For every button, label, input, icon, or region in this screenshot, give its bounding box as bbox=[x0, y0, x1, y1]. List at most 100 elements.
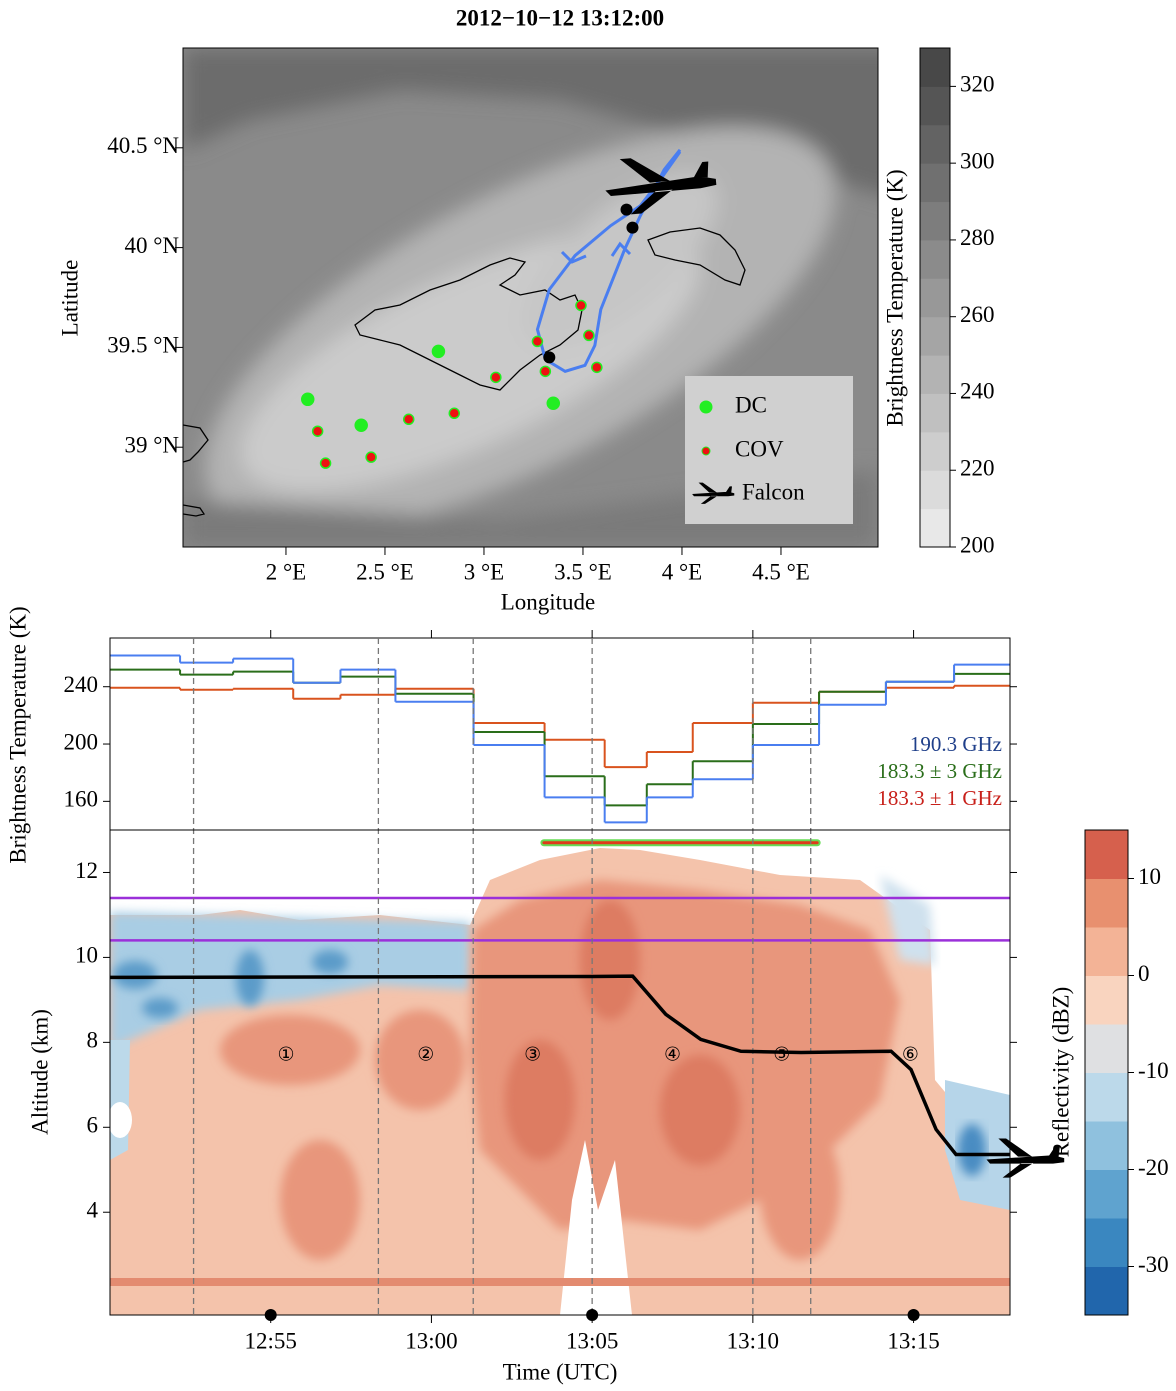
y-tick-label: 6 bbox=[87, 1113, 99, 1138]
colorbar-band bbox=[920, 316, 950, 356]
map-frame bbox=[182, 47, 879, 548]
colorbar-band bbox=[920, 355, 950, 394]
x-tick-label: 3.5 °E bbox=[554, 559, 612, 584]
colorbar-band bbox=[920, 48, 950, 87]
legend-label: Falcon bbox=[742, 479, 805, 504]
station-point bbox=[575, 299, 587, 312]
y-tick-label: 4 bbox=[87, 1198, 99, 1223]
x-tick-label: 4.5 °E bbox=[752, 559, 810, 584]
legend-label: DC bbox=[735, 392, 767, 417]
y-tick-label: 160 bbox=[64, 787, 99, 812]
colorbar-label: Reflectivity (dBZ) bbox=[1048, 987, 1073, 1158]
colorbar-band bbox=[1085, 878, 1128, 928]
position-point bbox=[543, 351, 556, 364]
station-point bbox=[591, 361, 603, 374]
x-tick-label: 2 °E bbox=[266, 559, 307, 584]
flight-track bbox=[535, 148, 682, 373]
colorbar-tick-label: 260 bbox=[960, 302, 995, 327]
y-tick-label: 10 bbox=[75, 943, 98, 968]
legend-label: 190.3 GHz bbox=[910, 732, 1002, 756]
x-tick-label: 13:05 bbox=[566, 1328, 618, 1353]
station-point bbox=[300, 392, 315, 407]
colorbar-band bbox=[920, 163, 950, 203]
position-point bbox=[626, 221, 639, 234]
colorbar-band bbox=[920, 393, 950, 433]
y-axis-label: Altitude (km) bbox=[27, 1009, 52, 1135]
legend-marker bbox=[701, 446, 711, 456]
colorbar-band bbox=[1085, 1072, 1128, 1122]
colorbar-band bbox=[920, 86, 950, 126]
colorbar-band bbox=[920, 508, 950, 548]
colorbar-band bbox=[1085, 830, 1128, 879]
legend-label: COV bbox=[735, 436, 784, 461]
x-tick-label: 13:15 bbox=[887, 1328, 939, 1353]
y-tick-label: 39 °N bbox=[124, 432, 179, 457]
curtain-background bbox=[110, 830, 1010, 1315]
colorbar-frame bbox=[919, 47, 951, 548]
region-label: ⑥ bbox=[902, 1044, 919, 1066]
y-tick-label: 40 °N bbox=[124, 233, 179, 258]
region-label: ② bbox=[417, 1044, 434, 1066]
plot-frame bbox=[109, 637, 1011, 831]
colorbar-tick-label: 320 bbox=[960, 72, 995, 97]
station-point bbox=[583, 329, 595, 342]
x-tick-label: 2.5 °E bbox=[356, 559, 414, 584]
y-tick-label: 8 bbox=[87, 1028, 99, 1053]
x-tick-label: 3 °E bbox=[464, 559, 505, 584]
legend-label: 183.3 ± 3 GHz bbox=[877, 759, 1002, 783]
colorbar-tick-label: 0 bbox=[1138, 961, 1150, 986]
station-point bbox=[402, 413, 415, 426]
colorbar-band bbox=[920, 431, 950, 471]
y-tick-label: 39.5 °N bbox=[107, 333, 179, 358]
map-background bbox=[183, 48, 878, 547]
station-point bbox=[448, 407, 461, 420]
colorbar-tick-label: 10 bbox=[1138, 864, 1161, 889]
plot-frame bbox=[109, 829, 1011, 1316]
colorbar-tick-label: -10 bbox=[1138, 1058, 1169, 1083]
colorbar-band bbox=[920, 470, 950, 510]
station-point bbox=[531, 335, 544, 348]
station-point bbox=[490, 371, 502, 384]
y-tick-label: 200 bbox=[64, 729, 99, 754]
colorbar-tick-label: 200 bbox=[960, 532, 995, 557]
colorbar-band bbox=[1085, 927, 1128, 976]
x-axis-label: Time (UTC) bbox=[503, 1359, 618, 1384]
region-label: ① bbox=[277, 1044, 294, 1066]
colorbar-band bbox=[920, 239, 950, 279]
region-label: ③ bbox=[524, 1044, 541, 1066]
position-point bbox=[620, 203, 633, 216]
station-point bbox=[354, 418, 368, 432]
station-point bbox=[365, 451, 377, 463]
station-point bbox=[431, 344, 446, 359]
colorbar-tick-label: -20 bbox=[1138, 1155, 1169, 1180]
colorbar-band bbox=[1085, 1121, 1128, 1170]
colorbar-band bbox=[1085, 1169, 1128, 1219]
x-axis-label: Longitude bbox=[501, 589, 596, 614]
map-title: 2012−10−12 13:12:00 bbox=[456, 5, 664, 30]
colorbar-band bbox=[920, 201, 950, 241]
colorbar-band bbox=[1085, 1266, 1128, 1316]
region-label: ⑤ bbox=[773, 1044, 790, 1066]
x-tick-label: 13:10 bbox=[727, 1328, 779, 1353]
colorbar-tick-label: 220 bbox=[960, 456, 995, 481]
station-point bbox=[539, 365, 552, 378]
y-axis-label: Latitude bbox=[57, 260, 82, 337]
colorbar-band bbox=[920, 278, 950, 318]
x-tick-label: 4 °E bbox=[662, 559, 703, 584]
colorbar-band bbox=[1085, 1024, 1128, 1073]
colorbar-band bbox=[1085, 975, 1128, 1025]
colorbar-band bbox=[1085, 1218, 1128, 1267]
colorbar-band bbox=[920, 124, 950, 164]
station-point bbox=[546, 396, 561, 411]
y-tick-label: 240 bbox=[64, 672, 99, 697]
x-tick-label: 12:55 bbox=[245, 1328, 297, 1353]
colorbar-tick-label: 300 bbox=[960, 148, 995, 173]
y-tick-label: 12 bbox=[75, 858, 98, 883]
colorbar-tick-label: 280 bbox=[960, 225, 995, 250]
colorbar-label: Brightness Temperature (K) bbox=[882, 169, 907, 426]
station-point bbox=[311, 425, 324, 437]
colorbar-tick-label: -30 bbox=[1138, 1252, 1169, 1277]
y-axis-label: Brightness Temperature (K) bbox=[5, 606, 30, 863]
y-tick-label: 40.5 °N bbox=[107, 133, 179, 158]
